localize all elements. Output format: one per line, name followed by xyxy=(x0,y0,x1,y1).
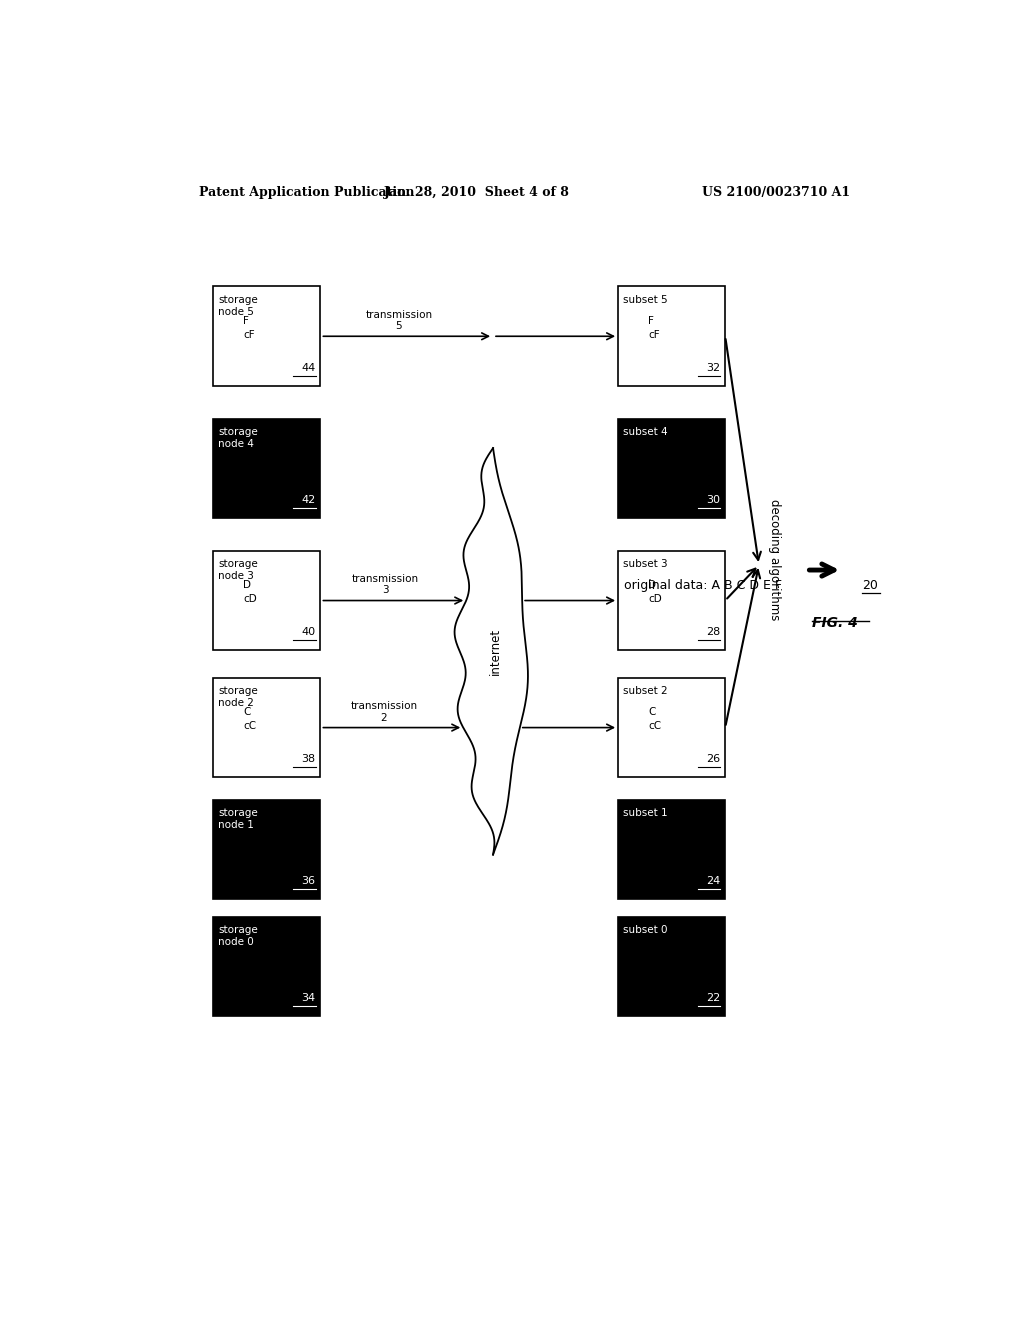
Text: 28: 28 xyxy=(707,627,721,638)
Text: US 2100/0023710 A1: US 2100/0023710 A1 xyxy=(702,186,850,199)
Text: 36: 36 xyxy=(302,876,315,886)
Text: D
cD: D cD xyxy=(648,581,662,605)
Bar xyxy=(618,916,725,1016)
Text: 24: 24 xyxy=(707,876,721,886)
Bar xyxy=(213,418,321,519)
Text: subset 0: subset 0 xyxy=(623,925,668,935)
Text: F
cF: F cF xyxy=(648,315,659,341)
Text: storage
node 5: storage node 5 xyxy=(218,294,258,317)
Bar xyxy=(618,550,725,651)
Bar xyxy=(213,800,321,899)
Text: storage
node 0: storage node 0 xyxy=(218,925,258,948)
Text: transmission
3: transmission 3 xyxy=(352,574,419,595)
Text: original data: A B C D E F: original data: A B C D E F xyxy=(624,578,782,591)
Text: subset 5: subset 5 xyxy=(623,294,668,305)
Bar xyxy=(213,550,321,651)
Bar xyxy=(618,286,725,385)
Text: 42: 42 xyxy=(301,495,315,506)
Text: transmission
2: transmission 2 xyxy=(350,701,418,722)
Bar xyxy=(213,677,321,777)
Text: F
cF: F cF xyxy=(244,315,255,341)
Text: 20: 20 xyxy=(862,578,878,591)
Text: subset 1: subset 1 xyxy=(623,808,668,818)
Text: subset 4: subset 4 xyxy=(623,426,668,437)
Text: storage
node 4: storage node 4 xyxy=(218,426,258,449)
Text: storage
node 2: storage node 2 xyxy=(218,686,258,709)
Text: storage
node 3: storage node 3 xyxy=(218,558,258,581)
Text: subset 3: subset 3 xyxy=(623,558,668,569)
Text: 22: 22 xyxy=(707,993,721,1003)
Text: internet: internet xyxy=(488,628,502,675)
Bar xyxy=(618,677,725,777)
Text: storage
node 1: storage node 1 xyxy=(218,808,258,830)
Text: 32: 32 xyxy=(707,363,721,372)
Text: decoding algorithms: decoding algorithms xyxy=(768,499,781,620)
Text: D
cD: D cD xyxy=(244,581,257,605)
Text: 30: 30 xyxy=(707,495,721,506)
Text: 38: 38 xyxy=(301,754,315,764)
Text: Patent Application Publication: Patent Application Publication xyxy=(200,186,415,199)
Text: 34: 34 xyxy=(301,993,315,1003)
Bar xyxy=(213,916,321,1016)
Text: C
cC: C cC xyxy=(244,708,257,731)
Text: 44: 44 xyxy=(301,363,315,372)
Text: 26: 26 xyxy=(707,754,721,764)
Text: FIG. 4: FIG. 4 xyxy=(812,616,858,630)
Text: subset 2: subset 2 xyxy=(623,686,668,696)
Text: 40: 40 xyxy=(301,627,315,638)
Text: Jan. 28, 2010  Sheet 4 of 8: Jan. 28, 2010 Sheet 4 of 8 xyxy=(384,186,570,199)
Bar xyxy=(213,286,321,385)
Bar xyxy=(618,800,725,899)
Text: C
cC: C cC xyxy=(648,708,662,731)
Text: transmission
5: transmission 5 xyxy=(366,310,432,331)
Bar xyxy=(618,418,725,519)
